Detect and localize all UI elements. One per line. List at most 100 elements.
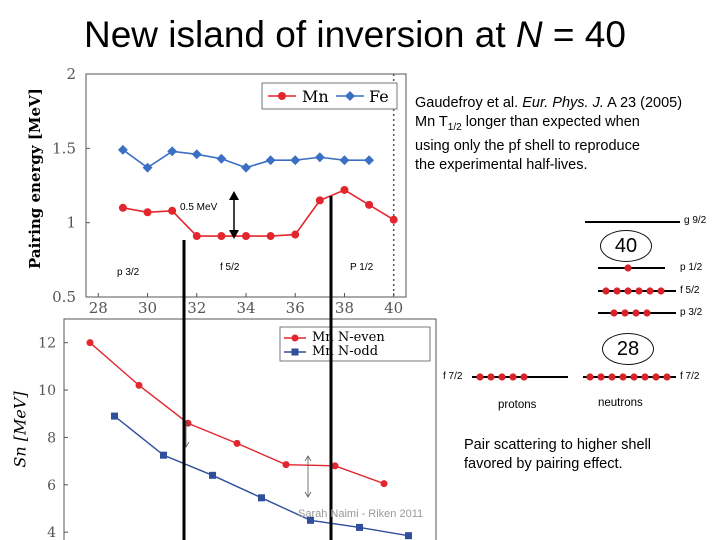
nucleon-dot <box>613 287 621 295</box>
x-tick-label: 34 <box>236 299 255 317</box>
data-point <box>307 516 314 524</box>
y-tick-label: 1.5 <box>52 139 76 157</box>
nucleon-dot <box>624 264 632 272</box>
y-tick-label: 6 <box>47 478 56 494</box>
slide-title: New island of inversion at N = 40 <box>84 14 626 55</box>
nucleon-dot <box>657 287 665 295</box>
footer-credit: Sarah Naimi - Riken 2011 <box>298 508 424 520</box>
g92-label: g 9/2 <box>684 215 707 226</box>
x-tick-label: 38 <box>335 299 354 317</box>
data-point <box>242 232 250 241</box>
data-point <box>315 196 324 205</box>
p32-label: p 3/2 <box>117 267 140 278</box>
nucleon-dot <box>641 373 649 381</box>
sn-y-ticks: 4 6 8 10 12 <box>38 336 68 540</box>
nucleon-dot <box>652 373 660 381</box>
data-point <box>258 494 265 502</box>
data-point <box>216 153 227 164</box>
nucleon-dot <box>608 373 616 381</box>
sn-legend-box <box>279 326 431 362</box>
data-point <box>290 155 301 166</box>
data-point <box>168 206 177 215</box>
x-tick-label: 36 <box>286 299 305 317</box>
data-point <box>217 232 226 241</box>
x-tick-label: 30 <box>138 299 157 317</box>
data-point <box>291 230 300 239</box>
p12-label: P 1/2 <box>350 262 374 273</box>
nucleon-dot <box>520 373 528 381</box>
neutrons-label: neutrons <box>598 397 643 409</box>
pairing-x-ticks: 28 30 32 34 36 38 40 <box>89 293 403 317</box>
data-point <box>117 144 128 155</box>
nucleon-dot <box>643 309 651 317</box>
data-point <box>356 523 363 531</box>
gap-label: 0.5 MeV <box>180 202 218 213</box>
data-point <box>135 381 143 389</box>
data-point <box>380 480 388 488</box>
y-tick-label: 4 <box>47 525 56 540</box>
pairing-y-ticks: 0.5 1 1.5 2 <box>52 65 90 306</box>
legend-odd-marker <box>291 348 299 356</box>
data-point <box>118 203 127 212</box>
data-point <box>265 155 276 166</box>
data-point <box>143 208 152 217</box>
pairing-y-label: Pairing energy [MeV] <box>26 88 44 269</box>
nucleon-dot <box>586 373 594 381</box>
y-tick-label: 8 <box>47 430 56 446</box>
nucleon-dot <box>509 373 517 381</box>
x-tick-label: 32 <box>187 299 206 317</box>
data-point <box>111 412 118 420</box>
legend-even-label: Mn N-even <box>312 330 385 345</box>
sn-plot-frame <box>63 318 437 540</box>
n-f52-label: f 5/2 <box>680 285 700 296</box>
data-point <box>339 155 350 166</box>
data-point <box>86 339 94 347</box>
protons-label: protons <box>498 399 537 411</box>
nucleon-dot <box>621 309 629 317</box>
data-point <box>209 471 216 479</box>
y-tick-label: 10 <box>38 383 56 399</box>
proton-f72-label: f 7/2 <box>443 371 463 382</box>
nucleon-dot <box>498 373 506 381</box>
data-point <box>192 232 201 241</box>
f52-label: f 5/2 <box>220 262 240 273</box>
shell-diagram <box>472 221 680 381</box>
data-point <box>389 215 398 224</box>
data-point <box>191 149 202 160</box>
y-tick-label: 2 <box>66 65 76 83</box>
legend-even-marker <box>291 334 299 342</box>
data-point <box>233 439 241 447</box>
nucleon-dot <box>597 373 605 381</box>
nucleon-dot <box>487 373 495 381</box>
data-point <box>266 232 275 241</box>
sn-y-label: Sn [MeV] <box>10 391 30 468</box>
sn-series-line <box>89 342 385 485</box>
y-tick-label: 12 <box>38 336 56 352</box>
data-point <box>405 532 412 540</box>
nucleon-dot <box>610 309 618 317</box>
nucleon-dot <box>635 287 643 295</box>
data-point <box>331 462 339 470</box>
nucleon-dot <box>630 373 638 381</box>
data-point <box>340 185 349 194</box>
legend-mn-marker <box>278 92 286 100</box>
data-point <box>364 155 375 166</box>
nucleon-dot <box>663 373 671 381</box>
data-point <box>365 200 374 209</box>
n-p12-label: p 1/2 <box>680 262 703 273</box>
nucleon-dot <box>476 373 484 381</box>
data-point <box>142 162 153 173</box>
data-point <box>314 152 325 163</box>
y-tick-label: 1 <box>66 214 76 232</box>
nucleon-dot <box>646 287 654 295</box>
legend-mn-label: Mn <box>302 87 329 106</box>
data-point <box>167 146 178 157</box>
data-point <box>160 451 167 459</box>
data-point <box>184 419 192 427</box>
x-tick-label: 40 <box>384 299 403 317</box>
data-point <box>241 162 251 173</box>
mn-series-line <box>122 189 395 237</box>
nucleon-dot <box>619 373 627 381</box>
legend-fe-label: Fe <box>369 87 389 106</box>
